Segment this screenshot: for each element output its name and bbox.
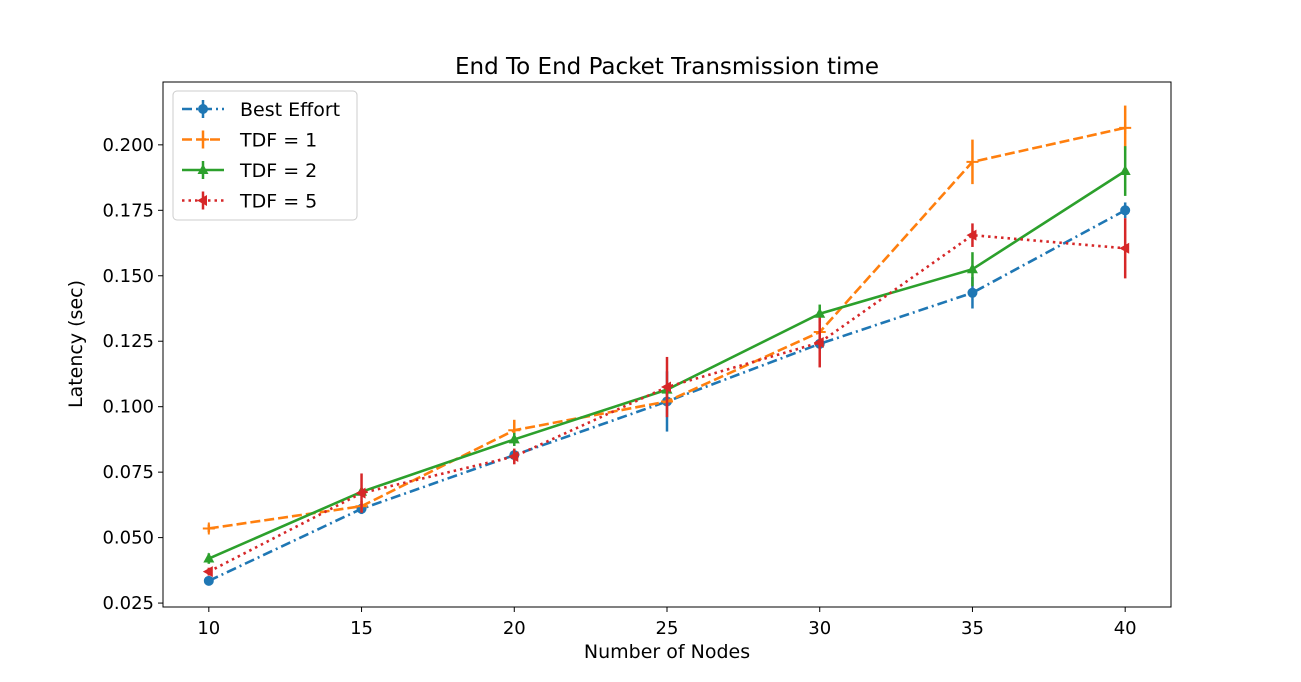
legend-entry: TDF = 1	[182, 130, 317, 152]
data-point	[203, 552, 215, 563]
data-point	[1119, 165, 1131, 176]
y-tick-label: 0.150	[102, 266, 154, 287]
y-tick-label: 0.200	[102, 135, 154, 156]
legend-entry: Best Effort	[182, 99, 340, 121]
chart-title: End To End Packet Transmission time	[455, 54, 879, 80]
series-layer	[202, 105, 1132, 586]
x-tick-label: 10	[197, 618, 220, 639]
data-point	[202, 522, 215, 535]
data-point	[967, 287, 978, 298]
y-tick-label: 0.175	[102, 200, 154, 221]
y-tick-label: 0.125	[102, 331, 154, 352]
y-tick-label: 0.100	[102, 397, 154, 418]
data-point	[966, 155, 979, 168]
data-point	[966, 229, 977, 241]
data-point	[508, 450, 519, 462]
data-point	[508, 433, 520, 444]
x-tick-label: 20	[503, 618, 526, 639]
legend-label: TDF = 5	[239, 191, 317, 213]
x-tick-label: 30	[808, 618, 831, 639]
data-point	[661, 381, 671, 393]
legend-swatch-marker	[197, 164, 209, 174]
x-tick-label: 35	[961, 618, 984, 639]
x-axis: 10 15 20 25 30 35 40	[197, 607, 1137, 639]
x-tick-label: 15	[350, 618, 373, 639]
data-point	[966, 263, 978, 274]
legend-entry: TDF = 5	[182, 191, 317, 213]
legend-box	[172, 90, 358, 221]
data-point	[814, 307, 826, 318]
data-point	[1120, 205, 1131, 216]
y-axis-label: Latency (sec)	[65, 280, 87, 408]
data-point	[355, 487, 366, 499]
y-tick-label: 0.075	[102, 462, 154, 483]
y-tick-label: 0.025	[102, 593, 154, 614]
legend-swatch-marker	[197, 133, 209, 146]
data-point	[813, 337, 824, 349]
data-point	[202, 566, 213, 578]
x-tick-label: 40	[1114, 618, 1137, 639]
legend-entry: TDF = 2	[182, 160, 317, 182]
y-axis: 0.025 0.050 0.075 0.100 0.125 0.150 0.175 0.200	[102, 135, 163, 614]
x-tick-label: 25	[656, 618, 679, 639]
series-4	[202, 218, 1130, 578]
legend-swatch-marker	[197, 195, 207, 206]
legend-label: TDF = 2	[239, 160, 317, 182]
legend: Best Effort TDF = 1 TDF = 2 TDF = 5	[172, 90, 358, 221]
data-point	[1119, 242, 1130, 254]
data-point	[203, 575, 214, 586]
legend-label: TDF = 1	[239, 130, 317, 152]
legend-label: Best Effort	[240, 99, 340, 121]
x-axis-label: Number of Nodes	[584, 641, 750, 663]
y-tick-label: 0.050	[102, 528, 154, 549]
legend-swatch-marker	[198, 104, 208, 114]
data-point	[1119, 121, 1132, 134]
